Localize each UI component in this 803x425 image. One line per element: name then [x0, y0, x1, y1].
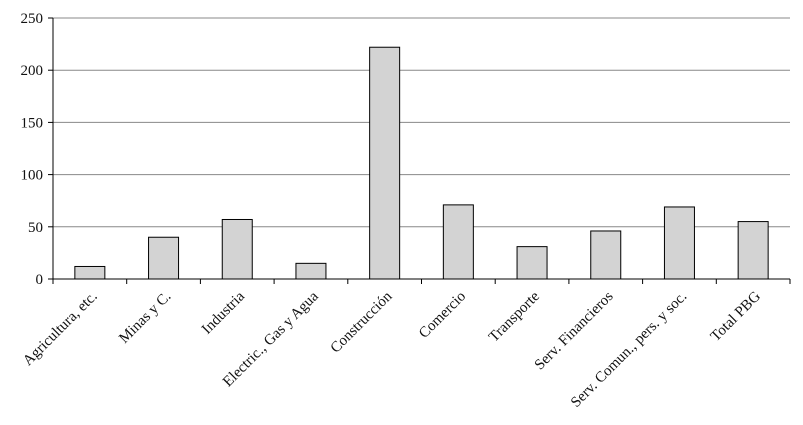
- x-tick-label: Total PBG: [708, 288, 764, 344]
- y-tick-label: 150: [21, 115, 44, 131]
- x-tick-label: Industria: [199, 288, 248, 337]
- y-tick-label: 0: [36, 272, 44, 288]
- bar: [74, 265, 106, 280]
- bar: [663, 206, 695, 280]
- bar: [442, 204, 474, 280]
- y-tick-label: 250: [21, 11, 44, 27]
- y-tick-label: 200: [21, 63, 44, 79]
- bar: [369, 46, 401, 280]
- bar: [148, 236, 180, 280]
- bar: [221, 218, 253, 280]
- y-tick-label: 100: [21, 168, 44, 184]
- x-tick-label: Agricultura, etc.: [20, 289, 101, 370]
- bar: [295, 262, 327, 280]
- bar: [590, 230, 622, 280]
- x-tick-label: Serv. Financieros: [532, 288, 617, 373]
- x-tick-label: Comercio: [416, 289, 469, 342]
- bar: [516, 246, 548, 280]
- x-tick-label: Minas y C.: [116, 289, 174, 347]
- bar: [737, 221, 769, 280]
- y-tick-label: 50: [28, 220, 43, 236]
- x-tick-label: Construcción: [328, 288, 396, 356]
- x-tick-label: Transporte: [486, 288, 543, 345]
